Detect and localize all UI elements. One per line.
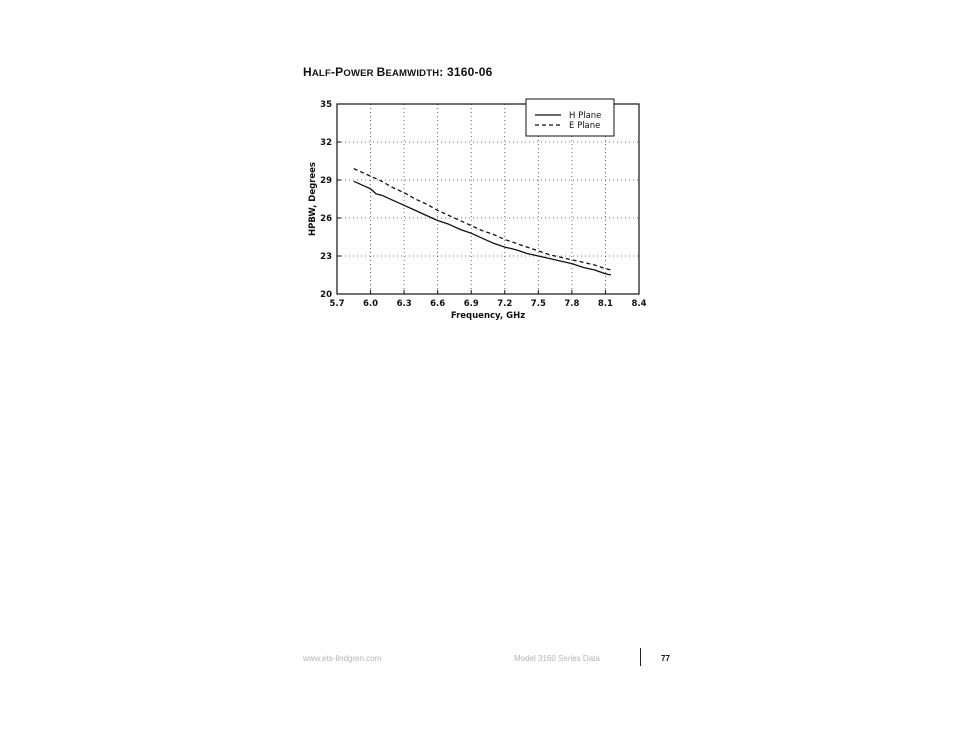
x-tick-label: 5.7	[329, 299, 344, 309]
y-tick-label: 35	[320, 100, 332, 110]
page-title: HALF-POWER BEAMWIDTH: 3160-06	[303, 65, 492, 79]
legend-label-e-plane: E Plane	[569, 121, 600, 131]
x-tick-label: 7.5	[531, 299, 546, 309]
y-tick-label: 20	[320, 290, 332, 300]
x-tick-label: 6.0	[363, 299, 378, 309]
series-line-h-plane	[353, 180, 612, 276]
footer-divider	[640, 648, 641, 666]
legend-box	[525, 98, 615, 137]
x-tick-label: 7.8	[564, 299, 579, 309]
page-number: 77	[661, 654, 670, 663]
title-part: : 3160-06	[439, 65, 493, 79]
y-tick-label: 32	[320, 138, 332, 148]
beamwidth-chart: 5.7 6.0 6.3 6.6 6.9 7.2 7.5 7.8 8.1 8.4 20 23 26 29 32…	[308, 98, 647, 321]
legend-label-h-plane: H Plane	[569, 111, 601, 121]
x-axis-label: Frequency, GHz	[451, 311, 525, 321]
x-tick-label: 7.2	[497, 299, 512, 309]
x-tick-label: 6.3	[397, 299, 412, 309]
x-tick-label: 8.1	[598, 299, 613, 309]
title-part: B	[376, 65, 386, 79]
footer-url: www.ets-lindgren.com	[303, 654, 382, 663]
title-part: H	[303, 65, 312, 79]
legend: H Plane E Plane	[525, 98, 615, 137]
series-layer	[353, 168, 612, 276]
title-part: ALF	[311, 68, 331, 79]
title-part: -P	[330, 65, 344, 79]
x-tick-label: 8.4	[631, 299, 646, 309]
title-part: EAMWIDTH	[385, 68, 440, 79]
series-line-e-plane	[353, 168, 612, 271]
y-axis-label: HPBW, Degrees	[308, 162, 318, 236]
footer-doc-title: Model 3160 Series Data	[514, 654, 600, 663]
title-part: OWER	[343, 68, 377, 79]
y-tick-label: 23	[320, 252, 332, 262]
x-tick-label: 6.6	[430, 299, 445, 309]
y-tick-label: 26	[320, 214, 332, 224]
x-tick-label: 6.9	[464, 299, 479, 309]
tick-labels: 5.7 6.0 6.3 6.6 6.9 7.2 7.5 7.8 8.1 8.4 20 23 26 29 32…	[320, 100, 646, 309]
y-tick-label: 29	[320, 176, 332, 186]
plot-frame	[336, 103, 640, 295]
